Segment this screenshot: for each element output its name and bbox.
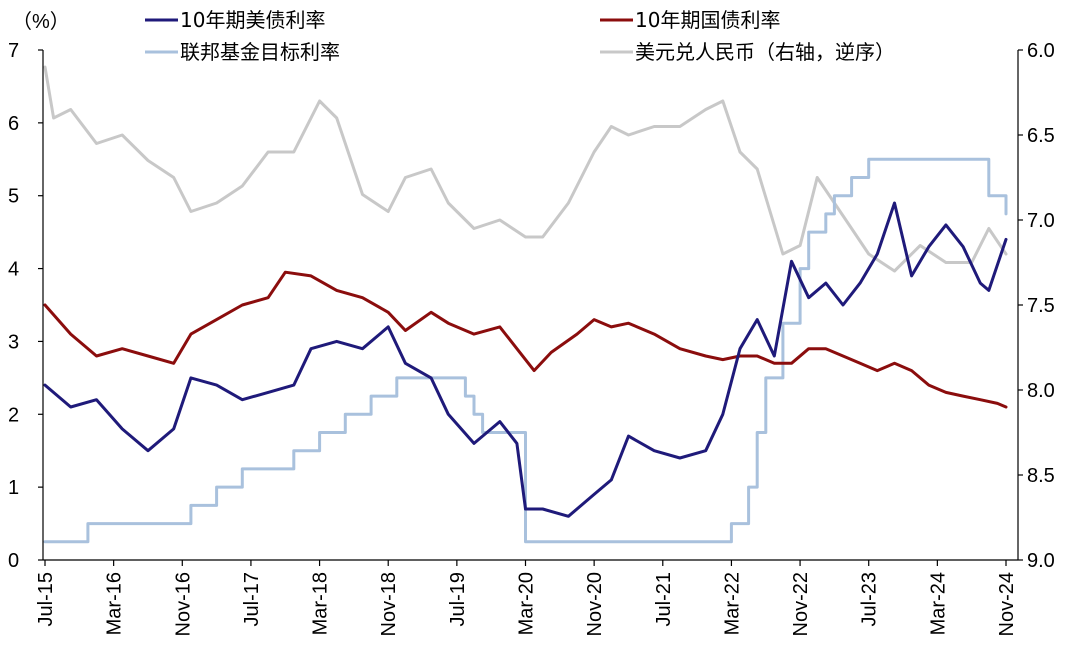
legend-label-fed-funds: 联邦基金目标利率 — [180, 40, 340, 64]
legend-label-usdcny: 美元兑人民币（右轴，逆序） — [635, 40, 895, 64]
x-tick-label: Nov-20 — [584, 572, 606, 636]
x-tick-label: Mar-24 — [927, 572, 949, 635]
us10y-line — [43, 201, 1008, 518]
legend-label-us10y: 10年期美债利率 — [180, 8, 325, 32]
right-tick-label: 7.5 — [1027, 295, 1055, 317]
legend-label-cn10y: 10年期国债利率 — [635, 8, 780, 32]
x-tick-label: Jul-15 — [35, 572, 57, 626]
right-tick-label: 8.5 — [1027, 465, 1055, 487]
x-tick-label: Nov-22 — [790, 572, 812, 636]
right-tick-label: 6.5 — [1027, 125, 1055, 147]
x-tick-label: Jul-19 — [447, 572, 469, 626]
right-tick-label: 6.0 — [1027, 40, 1055, 62]
series-layer — [43, 65, 1008, 544]
left-axis-ticks: 0 1 2 3 4 5 6 7 — [8, 40, 43, 572]
x-tick-label: Mar-22 — [721, 572, 743, 635]
usdcny-line — [43, 65, 1008, 273]
x-tick-label: Nov-24 — [996, 572, 1018, 636]
left-tick-label: 2 — [8, 404, 19, 426]
left-tick-label: 7 — [8, 40, 19, 62]
x-tick-label: Mar-16 — [104, 572, 126, 635]
x-tick-label: Mar-18 — [310, 572, 332, 635]
right-axis-ticks: 6.0 6.5 7.0 7.5 8.0 8.5 9.0 — [1018, 40, 1055, 572]
left-tick-label: 5 — [8, 186, 19, 208]
cn10y-line — [43, 270, 1008, 409]
x-tick-label: Nov-18 — [378, 572, 400, 636]
right-tick-label: 9.0 — [1027, 550, 1055, 572]
left-axis-unit: （%） — [12, 10, 70, 33]
x-axis-ticks: Jul-15 Mar-16 Nov-16 Jul-17 Mar-18 Nov-18 Jul-… — [35, 560, 1018, 636]
left-tick-label: 1 — [8, 477, 19, 499]
left-tick-label: 0 — [8, 550, 19, 572]
left-tick-label: 3 — [8, 331, 19, 353]
left-tick-label: 6 — [8, 113, 19, 135]
x-tick-label: Mar-20 — [516, 572, 538, 635]
x-tick-label: Jul-17 — [241, 572, 263, 626]
right-tick-label: 8.0 — [1027, 380, 1055, 402]
x-tick-label: Jul-23 — [859, 572, 881, 626]
right-tick-label: 7.0 — [1027, 210, 1055, 232]
left-tick-label: 4 — [8, 259, 19, 281]
fed-funds-line — [43, 157, 1008, 544]
x-tick-label: Jul-21 — [653, 572, 675, 626]
x-tick-label: Nov-16 — [172, 572, 194, 636]
legend: 10年期美债利率 10年期国债利率 联邦基金目标利率 美元兑人民币（右轴，逆序） — [145, 8, 895, 64]
